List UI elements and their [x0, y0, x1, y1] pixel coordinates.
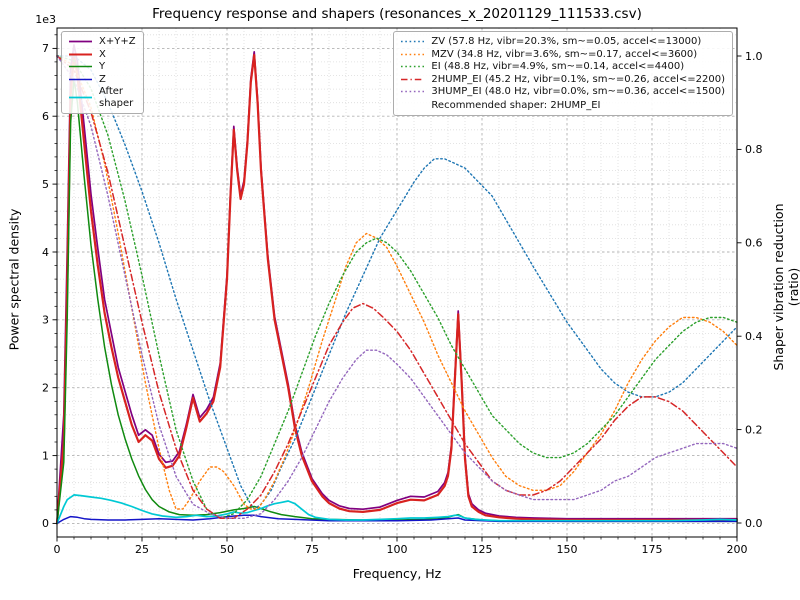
x-tick-label: 175 — [642, 543, 663, 556]
x-tick-label: 75 — [305, 543, 319, 556]
legend-item-zv: ZV (57.8 Hz, vibr=20.3%, sm~=0.05, accel… — [399, 36, 725, 48]
x-tick-label: 200 — [727, 543, 748, 556]
y-left-tick-label: 5 — [42, 178, 49, 191]
y-left-tick-label: 1 — [42, 449, 49, 462]
legend-item-mzv: MZV (34.8 Hz, vibr=3.6%, sm~=0.17, accel… — [399, 49, 725, 61]
y-left-tick-label: 7 — [42, 42, 49, 55]
legend-item-3hump-ei: 3HUMP_EI (48.0 Hz, vibr=0.0%, sm~=0.36, … — [399, 86, 725, 98]
legend-item-x: X — [67, 49, 136, 61]
series-line-x — [55, 54, 739, 525]
series-lines — [55, 44, 739, 525]
x-tick-label: 125 — [472, 543, 493, 556]
series-line-3hump-ei — [56, 55, 738, 519]
legend-line-swatch — [401, 53, 425, 55]
recommended-shaper-note: Recommended shaper: 2HUMP_EI — [431, 99, 601, 111]
legend-item-x-y-z: X+Y+Z — [67, 36, 136, 48]
y-left-tick-label: 6 — [42, 110, 49, 123]
series-line-2hump-ei — [56, 55, 738, 520]
chart-title: Frequency response and shapers (resonanc… — [152, 6, 642, 22]
legend-item-y: Y — [67, 61, 136, 73]
legend-item-z: Z — [67, 74, 136, 86]
y-left-tick-label: 3 — [42, 314, 49, 327]
legend-label: After shaper — [99, 86, 134, 109]
legend-item-2hump-ei: 2HUMP_EI (45.2 Hz, vibr=0.1%, sm~=0.26, … — [399, 74, 725, 86]
y-right-tick-label: 1.0 — [745, 50, 763, 63]
y-axis-left-label: Power spectral density — [6, 208, 22, 351]
legend-line-swatch — [401, 78, 425, 80]
series-line-after-shaper — [56, 494, 738, 525]
legend-label: 2HUMP_EI (45.2 Hz, vibr=0.1%, sm~=0.26, … — [431, 73, 725, 85]
y-axis-offset-text: 1e3 — [35, 13, 56, 26]
axes: 0 25 50 75 100 125 150 175 200 0 1 2 3 4 5 6 7 0.0 0.2 0.4 0… — [42, 27, 763, 556]
x-tick-label: 50 — [220, 543, 234, 556]
y-right-tick-label: 0.2 — [745, 423, 763, 436]
y-left-tick-label: 0 — [42, 517, 49, 530]
legend-label: X+Y+Z — [99, 36, 136, 47]
legend-line-swatch — [401, 41, 425, 43]
y-right-tick-label: 0.8 — [745, 143, 763, 156]
x-axis-label: Frequency, Hz — [352, 566, 442, 581]
legend-line-swatch — [69, 40, 92, 43]
legend-label: Z — [99, 73, 106, 85]
y-left-tick-label: 2 — [42, 382, 49, 395]
series-line-ei — [56, 55, 738, 519]
x-tick-label: 150 — [557, 543, 578, 556]
y-right-tick-label: 0.0 — [745, 517, 763, 530]
series-line-zv — [56, 55, 738, 510]
psd-legend: X+Y+Z X Y Z After shaper — [61, 31, 144, 114]
x-tick-label: 25 — [135, 543, 149, 556]
legend-line-swatch — [401, 91, 425, 93]
y-left-tick-label: 4 — [42, 246, 49, 259]
legend-label: X — [99, 48, 106, 60]
legend-label: 3HUMP_EI (48.0 Hz, vibr=0.0%, sm~=0.36, … — [431, 86, 725, 97]
x-tick-label: 100 — [387, 543, 408, 556]
legend-item-after-shaper: After shaper — [67, 86, 136, 109]
legend-label: EI (48.8 Hz, vibr=4.9%, sm~=0.14, accel<… — [431, 61, 685, 72]
legend-line-swatch — [69, 96, 92, 99]
legend-label: MZV (34.8 Hz, vibr=3.6%, sm~=0.17, accel… — [431, 48, 698, 60]
x-tick-label: 0 — [54, 543, 61, 556]
shaper-legend: ZV (57.8 Hz, vibr=20.3%, sm~=0.05, accel… — [393, 31, 733, 116]
legend-line-swatch — [401, 66, 425, 68]
legend-line-swatch — [69, 78, 92, 80]
legend-line-swatch — [69, 66, 92, 68]
legend-line-swatch — [69, 53, 92, 56]
y-right-tick-label: 0.6 — [745, 237, 763, 250]
y-axis-right-label: Shaper vibration reduction (ratio) — [771, 203, 800, 371]
legend-item-ei: EI (48.8 Hz, vibr=4.9%, sm~=0.14, accel<… — [399, 61, 725, 73]
legend-label: Y — [99, 61, 106, 72]
legend-label: ZV (57.8 Hz, vibr=20.3%, sm~=0.05, accel… — [431, 36, 702, 47]
y-right-tick-label: 0.4 — [745, 330, 763, 343]
